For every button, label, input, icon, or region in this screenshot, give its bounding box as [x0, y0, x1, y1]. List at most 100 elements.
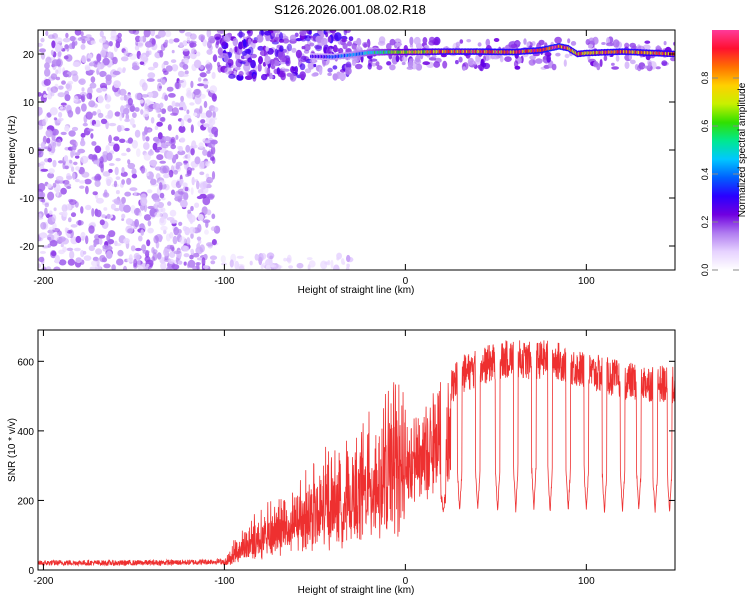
- spectrogram-speckle: [199, 72, 207, 78]
- x-tick-label: 0: [403, 276, 409, 287]
- y-tick-label: 600: [17, 357, 34, 368]
- spectrogram-speckle: [163, 248, 169, 257]
- spectrogram-speckle: [169, 251, 176, 258]
- spectrogram-speckle: [157, 132, 163, 140]
- spectrogram-speckle: [643, 65, 650, 69]
- spectrogram-speckle: [64, 125, 70, 132]
- spectrogram-speckle: [371, 62, 377, 67]
- spectrogram-speckle: [190, 187, 194, 195]
- spectrogram-speckle: [57, 50, 62, 58]
- spectrogram-speckle: [563, 59, 567, 67]
- spectrogram-speckle: [159, 117, 166, 122]
- spectrogram-speckle: [175, 164, 180, 170]
- spectrogram-speckle: [171, 189, 175, 196]
- spectrogram-speckle: [327, 36, 332, 43]
- spectrogram-speckle: [307, 61, 315, 70]
- spectrogram-speckle: [378, 36, 386, 44]
- spectrogram-speckle: [257, 45, 265, 51]
- spectrogram-speckle: [211, 93, 217, 102]
- spectrogram-speckle: [58, 160, 64, 164]
- spectrogram-speckle: [241, 50, 248, 56]
- spectrogram-speckle: [56, 188, 60, 197]
- spectrogram-speckle: [303, 44, 311, 51]
- spectrogram-speckle: [125, 218, 133, 225]
- spectrogram-speckle: [422, 37, 428, 44]
- spectrogram-speckle: [472, 60, 481, 65]
- spectrogram-speckle: [135, 35, 141, 42]
- spectrogram-speckle: [197, 83, 205, 87]
- spectrogram-speckle: [295, 38, 302, 42]
- spectrogram-speckle: [389, 64, 396, 71]
- spectrogram-speckle: [126, 147, 131, 153]
- spectrogram-speckle: [86, 58, 91, 62]
- spectrogram-speckle: [129, 187, 138, 192]
- spectrogram-speckle: [152, 136, 160, 142]
- spectrogram-speckle: [296, 262, 304, 269]
- spectrogram-speckle: [115, 176, 121, 181]
- spectrogram-speckle: [199, 105, 203, 114]
- spectrogram-speckle: [156, 252, 162, 260]
- spectrogram-speckle: [106, 213, 111, 219]
- spectrogram-speckle: [529, 55, 536, 60]
- spectrogram-speckle: [74, 155, 80, 159]
- x-tick-label: -100: [214, 576, 234, 587]
- spectrogram-speckle: [462, 66, 466, 71]
- spectrogram-speckle: [184, 226, 191, 236]
- spectrogram-speckle: [47, 157, 53, 163]
- spectrogram-speckle: [605, 42, 614, 47]
- spectrogram-speckle: [54, 37, 63, 44]
- spectrogram-speckle: [187, 259, 196, 268]
- spectrogram-speckle: [61, 204, 68, 213]
- spectrogram-speckle: [186, 92, 195, 99]
- spectrogram-speckle: [211, 71, 216, 80]
- spectrogram-speckle: [171, 100, 176, 107]
- spectrogram-speckle: [183, 191, 189, 201]
- spectrogram-speckle: [144, 41, 153, 48]
- spectrogram-speckle: [196, 236, 202, 241]
- spectrogram-speckle: [94, 179, 101, 188]
- spectrogram-speckle: [264, 66, 268, 74]
- spectrogram-speckle: [334, 32, 342, 42]
- spectrogram-speckle: [113, 80, 121, 88]
- spectrogram-speckle: [211, 239, 217, 246]
- spectrogram-speckle: [181, 48, 190, 52]
- spectrogram-speckle: [72, 150, 76, 156]
- spectrogram-speckle: [92, 191, 98, 196]
- spectrogram-speckle: [88, 245, 95, 252]
- spectrogram-speckle: [532, 59, 536, 65]
- x-tick-label: -100: [214, 276, 234, 287]
- spectrogram-speckle: [177, 229, 182, 234]
- spectrogram-speckle: [209, 37, 215, 44]
- spectrogram-speckle: [189, 254, 194, 260]
- snr-series-line: [38, 340, 675, 567]
- spectrogram-speckle: [57, 65, 62, 74]
- spectrogram-speckle: [238, 70, 244, 77]
- spectrogram-speckle: [173, 38, 180, 43]
- spectrogram-speckle: [69, 250, 75, 260]
- spectrogram-speckle: [100, 49, 106, 58]
- spectrogram-speckle: [247, 30, 253, 37]
- spectrogram-speckle: [206, 49, 213, 55]
- spectrogram-speckle: [141, 244, 147, 252]
- spectrogram-speckle: [190, 248, 194, 254]
- spectrogram-speckle: [88, 62, 95, 67]
- spectrogram-speckle: [108, 122, 117, 127]
- spectrogram-speckle: [45, 56, 52, 64]
- spectrogram-speckle: [389, 38, 396, 46]
- spectrogram-speckle: [287, 43, 292, 52]
- spectrogram-speckle: [345, 67, 352, 75]
- spectrogram-speckle: [38, 107, 43, 116]
- spectrogram-speckle: [132, 112, 137, 118]
- spectrogram-speckle: [124, 127, 130, 132]
- spectrogram-speckle: [88, 69, 95, 74]
- spectrogram-speckle: [122, 265, 128, 270]
- spectrogram-speckle: [277, 50, 286, 60]
- spectrogram-speckle: [189, 102, 195, 106]
- spectrogram-speckle: [170, 144, 176, 150]
- spectrogram-speckle: [210, 146, 216, 155]
- spectrogram-speckle: [183, 104, 187, 112]
- spectrogram-speckle: [203, 123, 210, 128]
- spectrogram-speckle: [123, 107, 130, 115]
- spectrogram-speckle: [229, 259, 234, 268]
